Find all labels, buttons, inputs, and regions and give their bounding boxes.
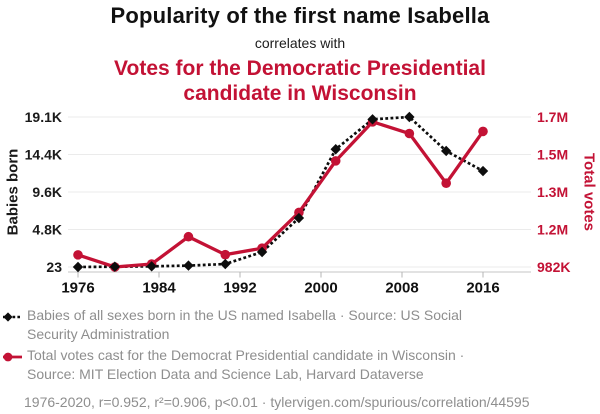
left-tick-23: 23 <box>46 259 62 275</box>
x-tick-2008: 2008 <box>385 280 418 297</box>
legend-item-babies: Babies of all sexes born in the US named… <box>2 306 462 343</box>
correlate-title-line1: Votes for the Democratic Presidential <box>114 57 486 80</box>
series-line-1 <box>77 119 485 269</box>
series-marker-diamond <box>440 145 452 157</box>
series-marker-diamond <box>146 261 157 272</box>
correlates-with-label: correlates with <box>254 35 346 51</box>
series-marker-diamond <box>220 258 231 270</box>
series-marker-circle <box>183 231 194 242</box>
left-tick-4-8k: 4.8K <box>32 222 62 238</box>
black-diamond-dashed-line-icon <box>3 312 22 322</box>
correlate-title: Votes for the Democratic Presidential ca… <box>0 56 600 106</box>
x-tick-1976: 1976 <box>61 280 94 297</box>
series-marker-diamond <box>183 260 194 271</box>
x-tick-2016: 2016 <box>466 280 499 297</box>
gridlines <box>68 116 531 268</box>
series-marker-circle <box>330 156 341 166</box>
series-marker-circle <box>441 178 451 189</box>
right-axis-title: Total votes <box>581 153 598 231</box>
series-marker-circle <box>478 126 488 137</box>
series-marker-circle <box>294 207 304 218</box>
series-marker-diamond <box>109 261 121 272</box>
red-circle-solid-line-icon <box>3 352 22 362</box>
page-title: Popularity of the first name Isabella <box>110 3 490 28</box>
series-marker-circle <box>404 128 415 139</box>
series-marker-circle <box>73 250 83 260</box>
right-tick-1-3m: 1.3M <box>537 184 568 200</box>
left-axis-title: Babies born <box>5 149 22 236</box>
legend-label-babies: Babies of all sexes born in the US named… <box>27 307 463 342</box>
legend-label-votes: Total votes cast for the Democrat Presid… <box>27 347 465 382</box>
series-marker-diamond <box>330 144 341 155</box>
series-marker-diamond <box>293 212 305 224</box>
right-tick-1-5m: 1.5M <box>537 147 568 163</box>
series-line-0 <box>77 115 484 269</box>
series-marker-diamond <box>477 165 489 177</box>
x-tick-1992: 1992 <box>223 280 256 297</box>
series-marker-circle <box>220 249 231 260</box>
left-tick-19-1k: 19.1K <box>25 109 62 125</box>
right-tick-982k: 982K <box>537 259 570 275</box>
series-layer <box>72 111 489 273</box>
left-tick-14-4k: 14.4K <box>25 147 62 163</box>
series-marker-diamond <box>404 111 415 123</box>
right-tick-1-2m: 1.2M <box>537 222 568 238</box>
x-tick-1984: 1984 <box>142 280 176 297</box>
left-tick-9-6k: 9.6K <box>32 184 62 200</box>
legend-item-votes: Total votes cast for the Democrat Presid… <box>2 346 464 383</box>
x-axis-ticks <box>77 272 484 278</box>
correlate-title-line2: candidate in Wisconsin <box>183 82 417 105</box>
series-marker-diamond <box>256 246 268 258</box>
series-marker-diamond <box>72 261 84 273</box>
stats-citation: 1976-2020, r=0.952, r²=0.906, p<0.01 · t… <box>24 394 530 410</box>
dual-axis-line-chart: 19.1K 14.4K 9.6K 4.8K 23 1.7M 1.5M 1.3M … <box>5 109 598 297</box>
x-tick-2000: 2000 <box>304 280 337 297</box>
right-tick-1-7m: 1.7M <box>537 109 568 125</box>
